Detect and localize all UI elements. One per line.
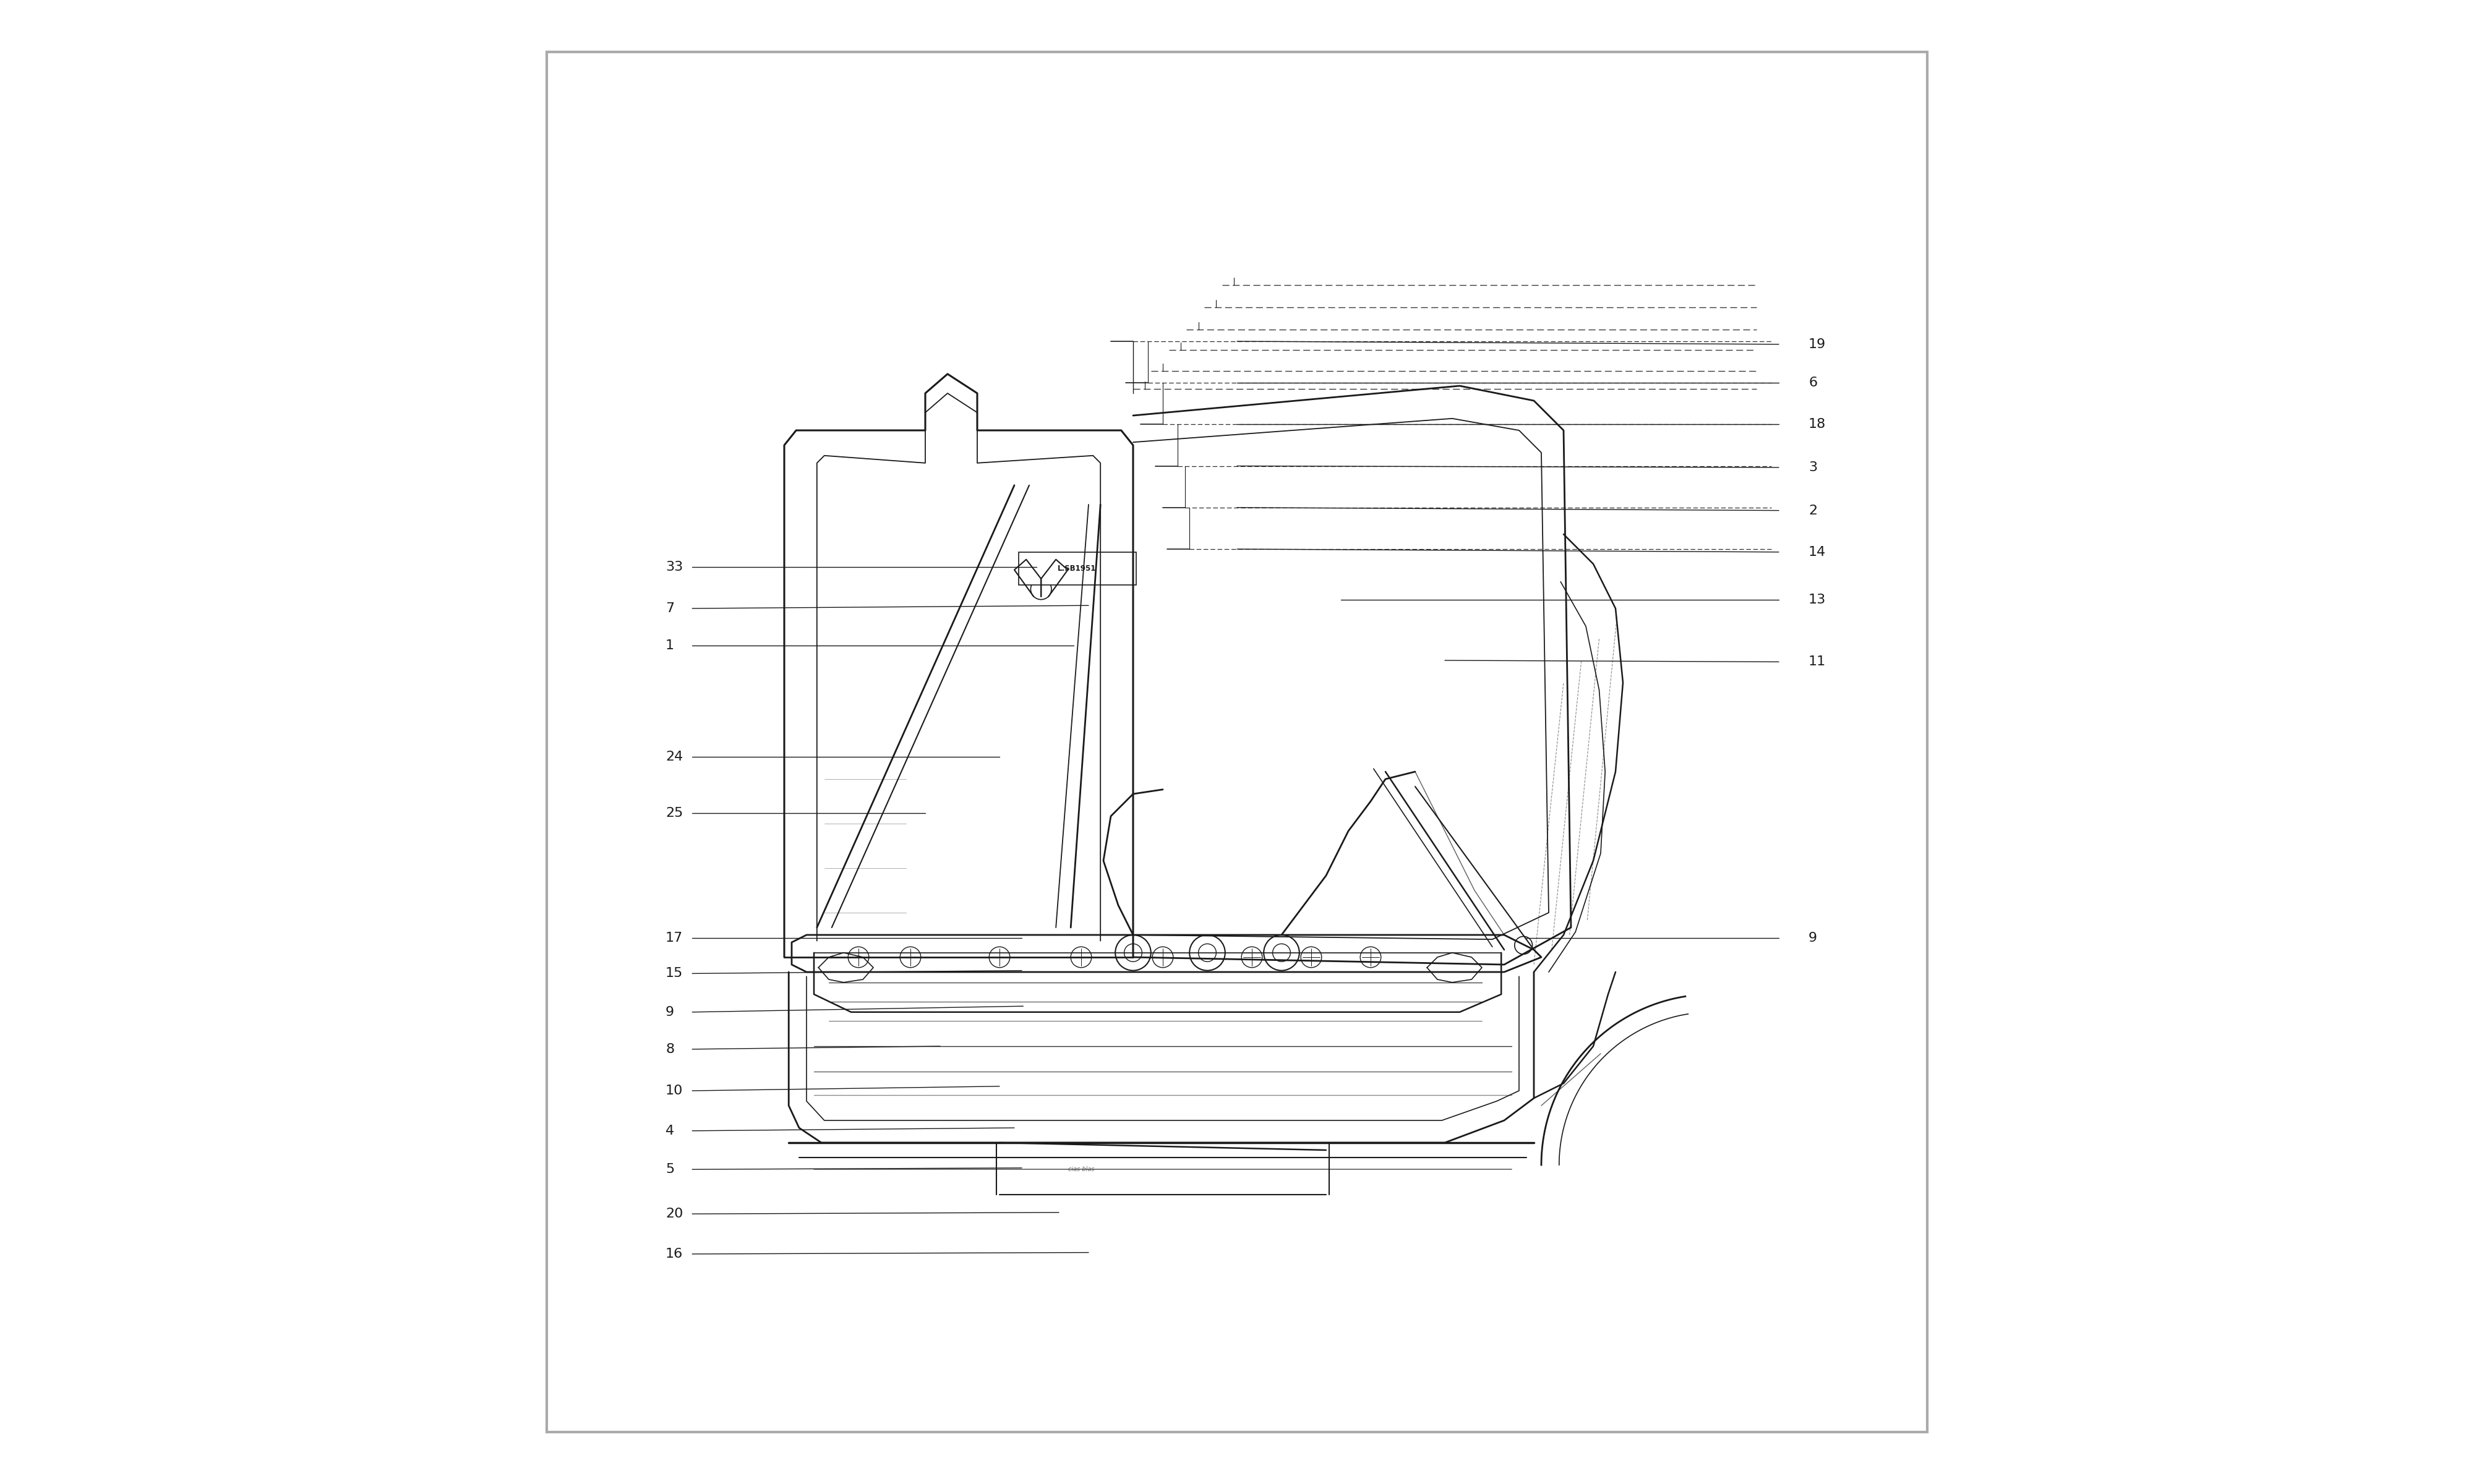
Text: 7: 7 — [666, 603, 675, 614]
Text: 10: 10 — [666, 1085, 683, 1097]
Text: 1: 1 — [666, 640, 675, 651]
Text: 5: 5 — [666, 1163, 675, 1175]
Text: 9: 9 — [1808, 932, 1818, 944]
Text: 11: 11 — [1808, 656, 1826, 668]
Text: 18: 18 — [1808, 418, 1826, 430]
Text: 33: 33 — [666, 561, 683, 573]
Text: 19: 19 — [1808, 338, 1826, 350]
Text: L.SB1951: L.SB1951 — [1056, 564, 1096, 573]
Text: 16: 16 — [666, 1248, 683, 1260]
Text: 17: 17 — [666, 932, 683, 944]
Text: 9: 9 — [666, 1006, 675, 1018]
Text: 4: 4 — [666, 1125, 675, 1137]
Text: 20: 20 — [666, 1208, 683, 1220]
Text: 25: 25 — [666, 807, 683, 819]
Text: 6: 6 — [1808, 377, 1818, 389]
Text: 13: 13 — [1808, 594, 1826, 605]
FancyBboxPatch shape — [1019, 552, 1136, 585]
Text: cias blas: cias blas — [1069, 1166, 1094, 1172]
Text: 14: 14 — [1808, 546, 1826, 558]
Text: 15: 15 — [666, 968, 683, 979]
Text: 24: 24 — [666, 751, 683, 763]
Text: 3: 3 — [1808, 462, 1818, 473]
Text: 2: 2 — [1808, 505, 1818, 516]
Text: 8: 8 — [666, 1043, 675, 1055]
